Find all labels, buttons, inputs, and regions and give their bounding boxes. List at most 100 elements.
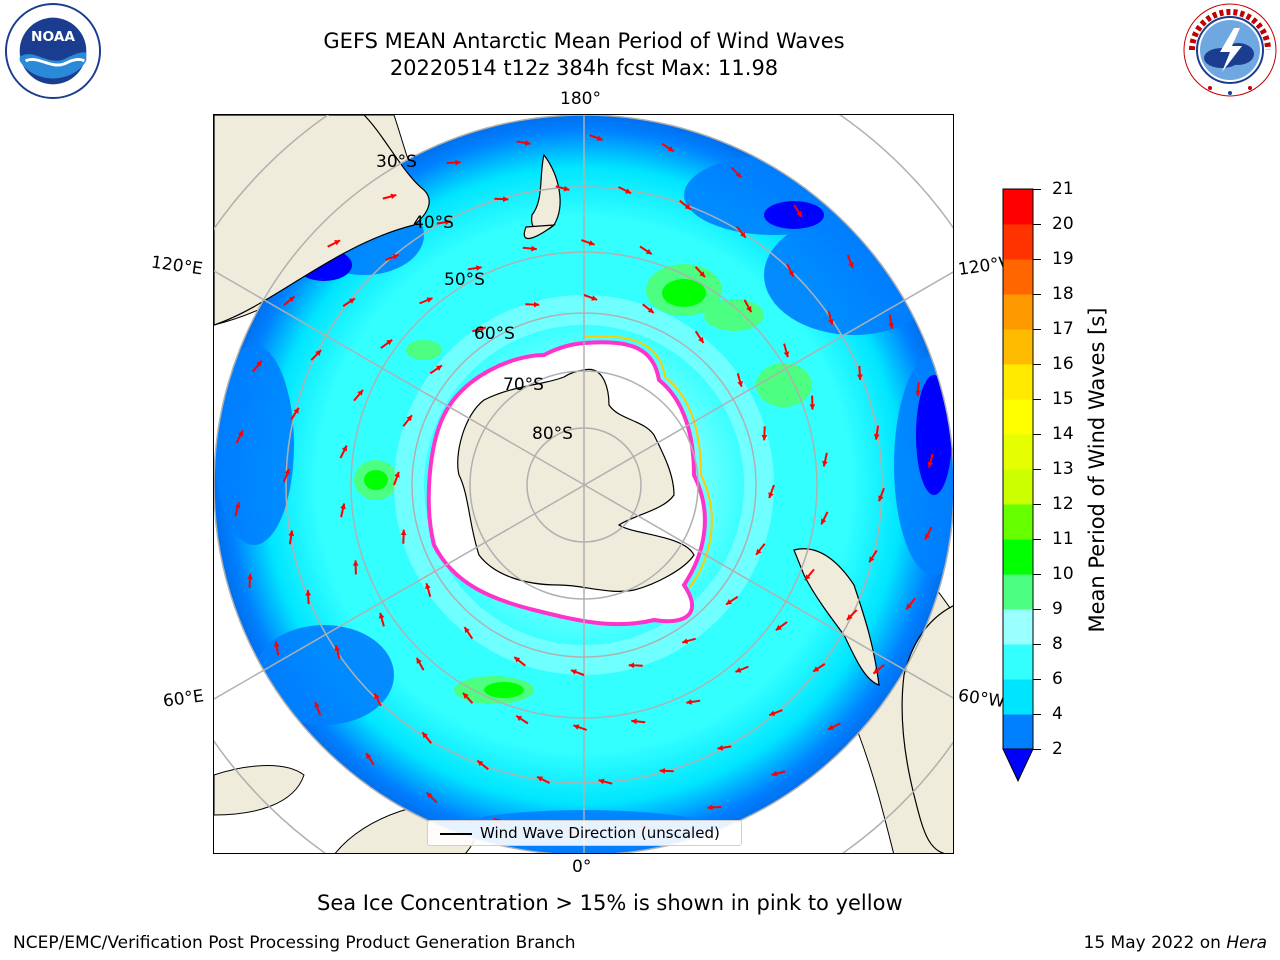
wind-wave-arrow-head [444,219,451,226]
colorbar-bin [1003,294,1033,330]
wind-wave-arrow-head [761,434,768,441]
wind-wave-arrow-head [737,380,743,387]
wind-wave-arrow-head [645,248,652,255]
colorbar-bin [1003,399,1033,435]
polar-map: Wind Wave Direction (unscaled) [213,114,954,854]
wind-wave-arrow-head [416,657,422,664]
wind-wave-arrow-head [647,307,654,313]
lat-label-40s: 40°S [413,213,454,233]
wind-wave-arrow-head [625,188,632,194]
colorbar-tick-label: 18 [1052,284,1074,304]
colorbar-tick-mark [1033,714,1041,715]
colorbar-tick-mark [1033,189,1041,190]
wind-wave-arrow-head [699,271,706,278]
colorbar-tick-mark [1033,329,1041,330]
wind-wave-arrow-head [425,583,431,590]
wind-wave-arrow-head [591,295,598,301]
wind-wave-arrow-head [374,693,380,700]
colorbar-tick-mark [1033,539,1041,540]
colorbar-tick-label: 13 [1052,459,1074,479]
colorbar-tick-mark [1033,259,1041,260]
wind-wave-arrow-head [293,407,299,414]
wind-wave-arrow-head [768,492,774,499]
colorbar-bin [1003,224,1033,260]
wind-wave-arrow-head [788,270,794,277]
colorbar-bin [1003,539,1033,575]
footer-credit: NCEP/EMC/Verification Post Processing Pr… [13,933,576,953]
colorbar-tick-mark [1033,644,1041,645]
wind-wave-arrow-head [378,612,385,619]
colorbar-bin [1003,609,1033,645]
colorbar-tick-mark [1033,749,1041,750]
wind-wave-arrow-head [682,638,689,644]
wind-wave-arrow-head [357,389,364,396]
wind-wave-arrow-head [771,770,778,777]
wind-wave-arrow-head [698,336,704,343]
colorbar-tick-label: 4 [1052,704,1063,724]
lon-label-120e: 120°E [149,252,204,280]
lat-label-60s: 60°S [474,324,515,344]
colorbar-bin [1003,679,1033,715]
wind-wave-arrow-head [334,645,340,652]
wind-wave-arrow-head [284,468,290,475]
colorbar-bin [1003,469,1033,505]
wind-wave-arrow-head [426,297,433,303]
colorbar-tick-mark [1033,609,1041,610]
wind-wave-arrow-head [340,503,346,510]
colorbar-bin [1003,434,1033,470]
wind-wave-arrow-head [804,574,811,581]
wind-wave-arrow-head [464,627,470,634]
wind-wave-arrow-head [514,657,521,663]
wind-wave-arrow-head [516,715,523,722]
footer-date: 15 May 2022 on Hera [1084,933,1268,953]
chart-subtitle: 20220514 t12z 384h fcst Max: 11.98 [389,56,779,80]
wind-wave-arrow-head [476,265,482,271]
colorbar-label: Mean Period of Wind Waves [s] [1085,307,1109,633]
wind-wave-arrow-head [366,753,372,760]
wind-wave-arrow-head [735,171,742,178]
colorbar-bin [1003,504,1033,540]
wind-wave-arrow-head [455,159,461,166]
wind-wave-arrow-head [394,471,400,478]
wind-wave-arrow-head [827,724,834,730]
wind-wave-arrow-head [234,502,241,509]
wind-wave-arrow-head [314,701,320,708]
wind-wave-arrow-head [783,351,790,358]
wind-wave-arrow-head [273,641,280,648]
colorbar-tick-mark [1033,364,1041,365]
legend-line-sample [440,833,472,835]
sea-ice-note: Sea Ice Concentration > 15% is shown in … [317,891,903,915]
wind-wave-arrow-head [596,135,603,141]
colorbar-tick-label: 2 [1052,739,1063,759]
colorbar-bin [1003,189,1033,225]
lon-label-0: 0° [572,857,592,877]
wind-wave-arrow-head [628,662,635,669]
wind-wave-arrow-head [390,193,397,200]
wind-wave-arrow-head [873,433,880,440]
lon-label-60w: 60°W [956,685,1007,713]
colorbar [1002,188,1034,783]
graticule [214,115,953,853]
map-legend: Wind Wave Direction (unscaled) [427,820,742,846]
wind-wave-arrow-head [334,240,341,246]
colorbar-tick-mark [1033,224,1041,225]
colorbar-bin [1003,364,1033,400]
wind-wave-arrow-head [707,804,713,811]
wind-wave-arrow-head [237,430,244,437]
wind-wave-arrow-head [927,461,934,468]
wind-wave-arrow-head [888,322,895,329]
wind-wave-arrow-head [856,374,863,380]
wind-wave-arrow-head [531,245,537,252]
wind-wave-arrow-head [563,185,570,192]
wind-wave-arrow-head [659,768,666,774]
colorbar-bin [1003,644,1033,680]
lat-label-30s: 30°S [376,152,417,172]
wind-wave-arrow-head [726,599,733,605]
colorbar-tick-mark [1033,399,1041,400]
wind-wave-arrow-head [821,518,827,525]
wind-wave-arrow-head [406,415,412,422]
wind-wave-arrow-head [686,699,692,705]
colorbar-bin [1003,714,1033,750]
wind-wave-arrow-head [305,590,312,596]
colorbar-tick-label: 8 [1052,634,1063,654]
